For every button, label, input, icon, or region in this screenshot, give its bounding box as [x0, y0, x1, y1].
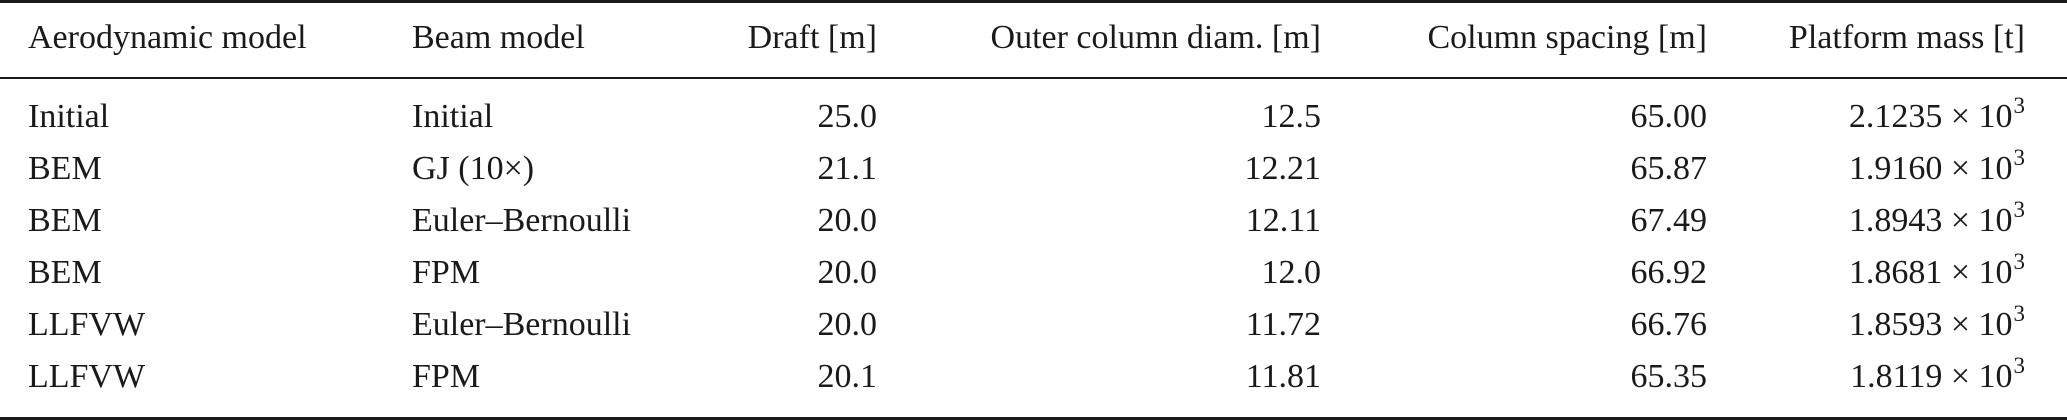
header-beam-model: Beam model [412, 19, 585, 56]
cell-draft: 20.0 [817, 202, 878, 239]
mass-base: 2.1235 × 10 [1848, 98, 2013, 135]
cell-aerodynamic-model: BEM [28, 150, 102, 187]
cell-beam-model: Euler–Bernoulli [412, 202, 632, 239]
cell-draft: 20.1 [817, 358, 878, 395]
cell-outer-column-diam: 12.5 [1261, 98, 1322, 135]
mass-base: 1.8943 × 10 [1848, 202, 2013, 239]
mass-exponent: 3 [2013, 93, 2026, 118]
cell-platform-mass: 1.8119 × 103 [1850, 351, 2025, 406]
table-row: BEM FPM 20.0 12.0 66.92 1.8681 × 103 [0, 247, 2067, 299]
mass-exponent: 3 [2013, 353, 2026, 378]
mass-base: 1.8681 × 10 [1848, 254, 2013, 291]
mass-exponent: 3 [2013, 145, 2026, 170]
cell-platform-mass: 1.8681 × 103 [1849, 247, 2025, 302]
cell-aerodynamic-model: BEM [28, 202, 102, 239]
cell-outer-column-diam: 11.72 [1245, 306, 1321, 343]
cell-outer-column-diam: 12.11 [1245, 202, 1321, 239]
mass-base: 1.8119 × 10 [1850, 358, 2013, 395]
mass-exponent: 3 [2013, 301, 2026, 326]
mass-base: 1.8593 × 10 [1848, 306, 2013, 343]
cell-aerodynamic-model: LLFVW [28, 306, 146, 343]
cell-draft: 20.0 [817, 306, 878, 343]
cell-column-spacing: 67.49 [1630, 202, 1708, 239]
cell-column-spacing: 66.76 [1630, 306, 1708, 343]
cell-aerodynamic-model: Initial [28, 98, 110, 135]
header-column-spacing: Column spacing [m] [1427, 19, 1707, 56]
cell-draft: 20.0 [817, 254, 878, 291]
cell-outer-column-diam: 11.81 [1245, 358, 1321, 395]
cell-beam-model: FPM [412, 358, 481, 395]
header-aerodynamic-model: Aerodynamic model [28, 19, 307, 56]
cell-aerodynamic-model: BEM [28, 254, 102, 291]
cell-beam-model: FPM [412, 254, 481, 291]
table-row: LLFVW FPM 20.1 11.81 65.35 1.8119 × 103 [0, 351, 2067, 403]
cell-beam-model: Initial [412, 98, 494, 135]
table-row: BEM Euler–Bernoulli 20.0 12.11 67.49 1.8… [0, 195, 2067, 247]
header-platform-mass: Platform mass [t] [1788, 19, 2025, 56]
table-header-row: Aerodynamic model Beam model Draft [m] O… [0, 12, 2067, 64]
cell-platform-mass: 1.8943 × 103 [1849, 195, 2025, 250]
header-draft: Draft [m] [747, 19, 877, 56]
cell-column-spacing: 66.92 [1630, 254, 1708, 291]
cell-draft: 21.1 [817, 150, 878, 187]
cell-column-spacing: 65.87 [1630, 150, 1708, 187]
cell-platform-mass: 2.1235 × 103 [1849, 91, 2025, 146]
cell-aerodynamic-model: LLFVW [28, 358, 146, 395]
table-row: BEM GJ (10×) 21.1 12.21 65.87 1.9160 × 1… [0, 143, 2067, 195]
cell-draft: 25.0 [817, 98, 878, 135]
cell-beam-model: GJ (10×) [412, 150, 535, 187]
cell-outer-column-diam: 12.21 [1244, 150, 1322, 187]
top-rule [0, 0, 2067, 3]
table-row: Initial Initial 25.0 12.5 65.00 2.1235 ×… [0, 91, 2067, 143]
cell-column-spacing: 65.35 [1630, 358, 1708, 395]
mass-base: 1.9160 × 10 [1848, 150, 2013, 187]
bottom-rule [0, 417, 2067, 420]
cell-column-spacing: 65.00 [1630, 98, 1708, 135]
header-outer-column-diam: Outer column diam. [m] [990, 19, 1321, 56]
table-row: LLFVW Euler–Bernoulli 20.0 11.72 66.76 1… [0, 299, 2067, 351]
cell-beam-model: Euler–Bernoulli [412, 306, 632, 343]
cell-platform-mass: 1.9160 × 103 [1849, 143, 2025, 198]
cell-platform-mass: 1.8593 × 103 [1849, 299, 2025, 354]
cell-outer-column-diam: 12.0 [1261, 254, 1322, 291]
mass-exponent: 3 [2013, 197, 2026, 222]
header-rule [0, 77, 2067, 79]
mass-exponent: 3 [2013, 249, 2026, 274]
